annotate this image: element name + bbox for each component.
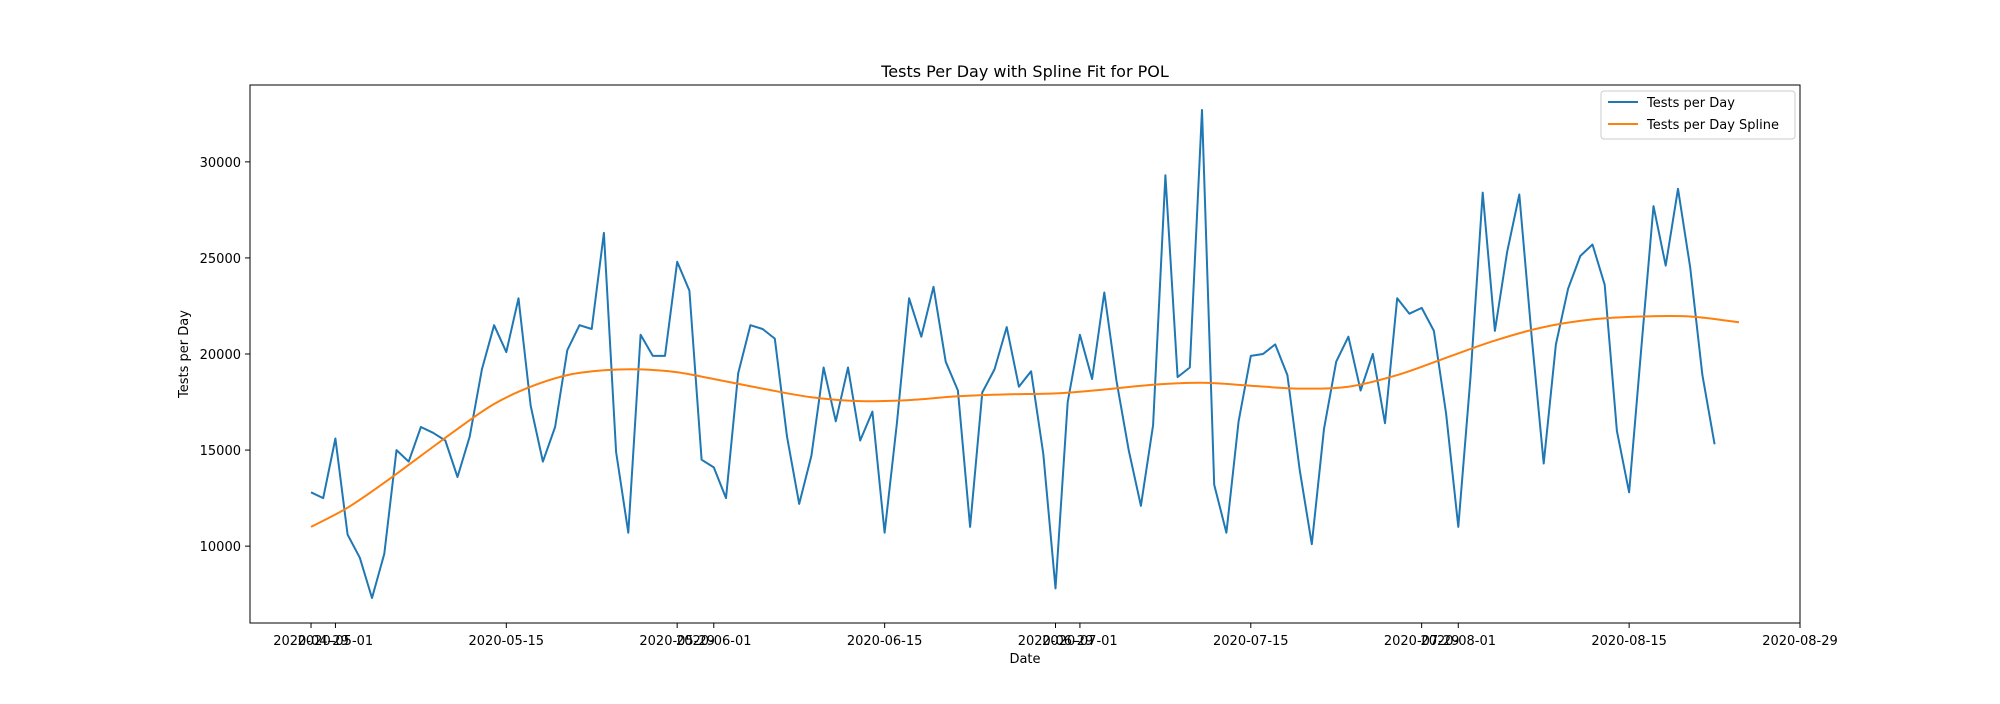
series-line-spline	[310, 314, 1740, 528]
x-axis-label: Date	[1009, 652, 1040, 667]
plot-frame	[249, 84, 1801, 624]
y-axis-label: Tests per Day	[177, 310, 192, 399]
x-tick-label: 2020-05-15	[469, 634, 545, 649]
legend-box	[1600, 90, 1796, 140]
x-tick-label: 2020-08-01	[1420, 634, 1496, 649]
y-tick-label: 20000	[200, 348, 241, 363]
x-tick-label: 2020-07-15	[1213, 634, 1289, 649]
x-tick-label: 2020-05-29	[639, 634, 715, 649]
x-tick-label: 2020-06-29	[1018, 634, 1094, 649]
x-tick-label: 2020-07-01	[1042, 634, 1118, 649]
y-axis-ticks: 10000 15000 20000 25000 30000	[200, 156, 250, 555]
series-line-tests-per-day	[310, 109, 1716, 599]
x-tick-label: 2020-06-01	[676, 634, 752, 649]
legend: Tests per Day Tests per Day Spline	[1600, 90, 1796, 140]
x-tick-label: 2020-07-29	[1384, 634, 1460, 649]
series-layer	[310, 109, 1740, 599]
x-tick-label: 2020-08-29	[1762, 634, 1838, 649]
y-tick-label: 25000	[200, 252, 241, 267]
y-tick-label: 10000	[200, 540, 241, 555]
y-tick-label: 15000	[200, 444, 241, 459]
legend-label-tests-per-day: Tests per Day	[1646, 96, 1735, 111]
legend-label-spline: Tests per Day Spline	[1646, 118, 1779, 133]
x-tick-label: 2020-08-15	[1591, 634, 1667, 649]
y-tick-label: 30000	[200, 156, 241, 171]
chart-title: Tests Per Day with Spline Fit for POL	[880, 62, 1169, 81]
x-tick-label: 2020-05-01	[298, 634, 374, 649]
x-tick-label: 2020-04-29	[273, 634, 349, 649]
x-tick-label: 2020-06-15	[847, 634, 923, 649]
